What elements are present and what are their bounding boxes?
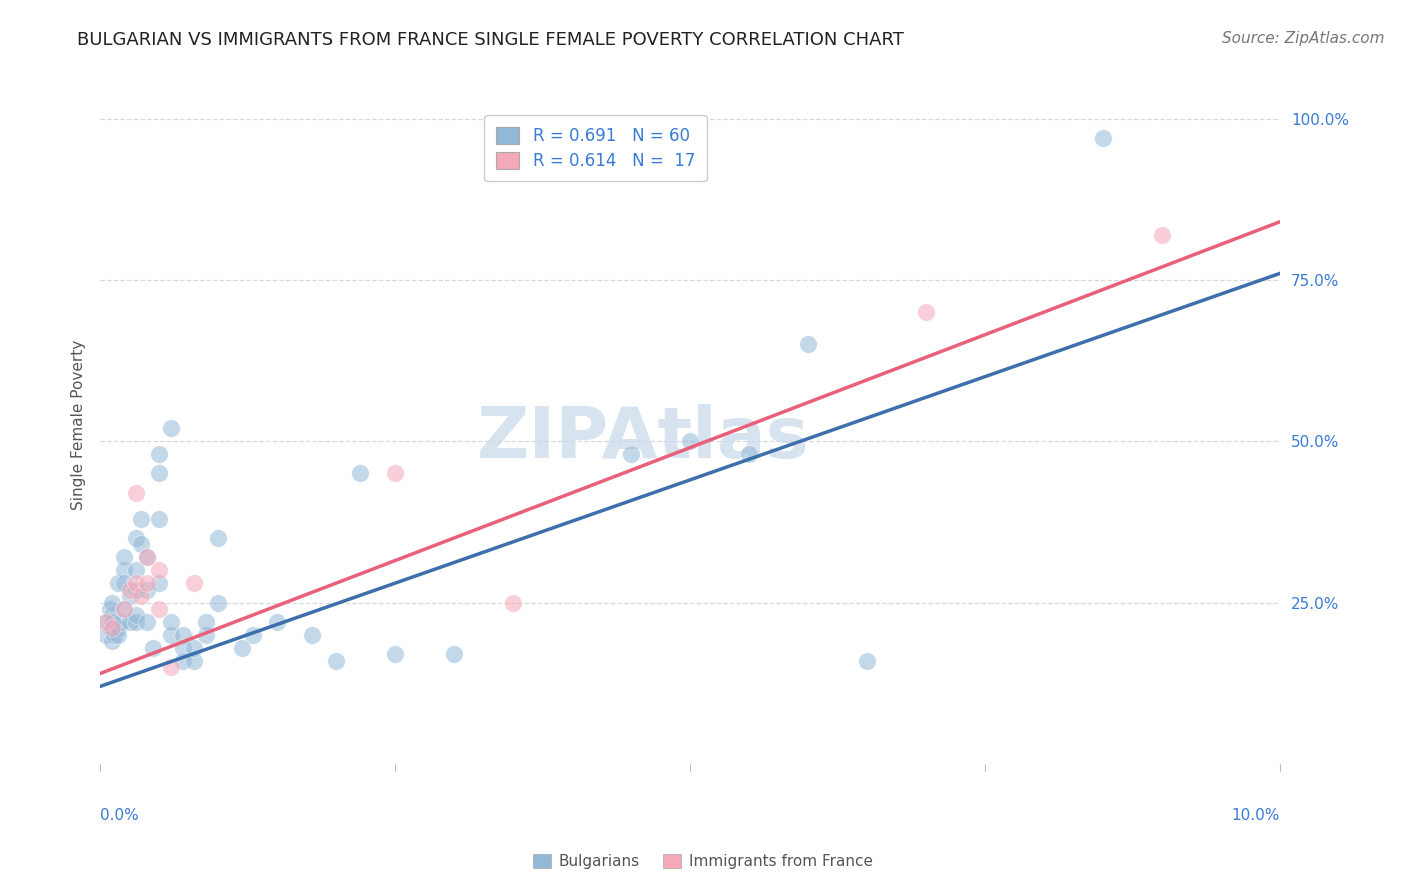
Point [94,628,117,642]
Text: 10.0%: 10.0% [1232,808,1279,823]
Point [112,602,135,616]
Point [94,615,117,629]
Point [112,550,135,565]
Point [183,654,205,668]
Point [384,647,406,661]
Point [131,589,153,603]
Point [110,615,132,629]
Point [136,550,159,565]
Point [148,576,170,591]
Point [443,647,465,661]
Point [183,576,205,591]
Legend: R = 0.691   N = 60, R = 0.614   N =  17: R = 0.691 N = 60, R = 0.614 N = 17 [484,115,707,181]
Text: BULGARIAN VS IMMIGRANTS FROM FRANCE SINGLE FEMALE POVERTY CORRELATION CHART: BULGARIAN VS IMMIGRANTS FROM FRANCE SING… [77,31,904,49]
Point [101,595,124,609]
Point [103,628,125,642]
Point [98,602,121,616]
Point [148,563,170,577]
Point [131,537,153,551]
Point [142,640,165,655]
Point [349,467,371,481]
Point [242,628,264,642]
Point [94,615,117,629]
Point [124,563,146,577]
Point [118,582,141,597]
Point [325,654,347,668]
Point [1091,131,1114,145]
Point [131,511,153,525]
Point [107,621,129,635]
Point [1150,227,1173,242]
Point [160,660,183,674]
Point [136,615,159,629]
Point [136,582,159,597]
Point [195,628,218,642]
Legend: Bulgarians, Immigrants from France: Bulgarians, Immigrants from France [527,848,879,875]
Point [231,640,253,655]
Y-axis label: Single Female Poverty: Single Female Poverty [72,340,86,510]
Point [101,615,124,629]
Point [124,576,146,591]
Point [118,589,141,603]
Point [136,576,159,591]
Point [301,628,323,642]
Text: ZIPAtlas: ZIPAtlas [477,404,808,473]
Point [195,615,218,629]
Point [207,595,229,609]
Point [98,621,121,635]
Point [148,602,170,616]
Text: Source: ZipAtlas.com: Source: ZipAtlas.com [1222,31,1385,46]
Point [118,615,141,629]
Point [112,576,135,591]
Point [112,563,135,577]
Point [148,447,170,461]
Point [136,550,159,565]
Point [172,640,194,655]
Point [914,305,936,319]
Point [101,621,124,635]
Point [107,628,129,642]
Point [148,467,170,481]
Point [679,434,702,449]
Point [172,654,194,668]
Point [112,602,135,616]
Point [183,640,205,655]
Point [266,615,288,629]
Point [207,531,229,545]
Point [124,582,146,597]
Point [160,615,183,629]
Point [384,467,406,481]
Point [124,615,146,629]
Point [124,531,146,545]
Point [502,595,524,609]
Point [107,576,129,591]
Point [101,608,124,623]
Point [148,511,170,525]
Point [124,608,146,623]
Point [797,337,820,351]
Point [101,634,124,648]
Text: 0.0%: 0.0% [100,808,139,823]
Point [738,447,761,461]
Point [160,628,183,642]
Point [620,447,643,461]
Point [124,486,146,500]
Point [172,628,194,642]
Point [856,654,879,668]
Point [160,421,183,435]
